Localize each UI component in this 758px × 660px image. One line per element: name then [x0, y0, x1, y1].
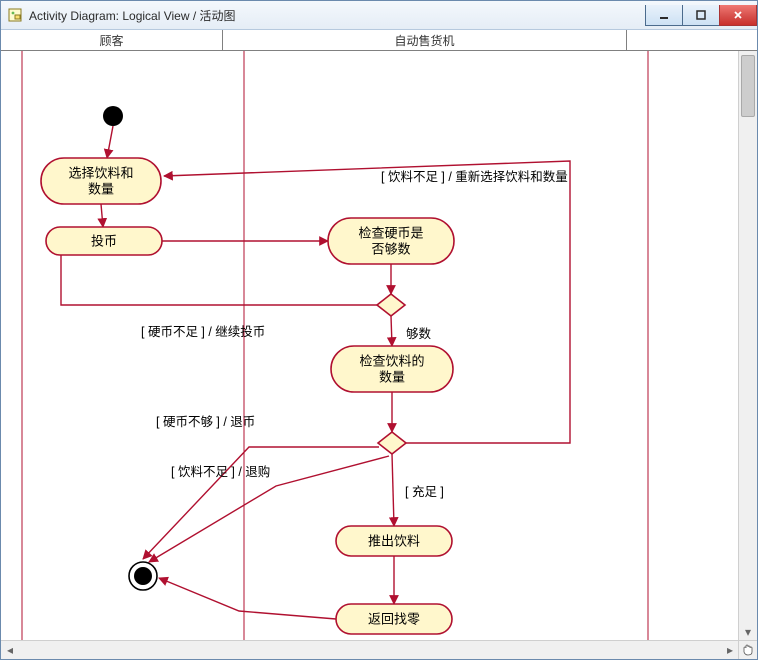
node-dispense: 推出饮料	[336, 526, 452, 556]
node-check_qty: 检查饮料的数量	[331, 346, 453, 392]
lane-header-right	[627, 30, 720, 50]
node-label-select-0: 选择饮料和	[68, 166, 133, 181]
lane-header-customer: 顾客	[1, 30, 223, 50]
edge-label-e_d1_back_insert: [ 硬币不足 ] / 继续投币	[141, 324, 265, 339]
window-title: Activity Diagram: Logical View / 活动图	[29, 7, 646, 24]
node-label-check_coin-0: 检查硬币是	[358, 226, 423, 241]
node-label-change-0: 返回找零	[368, 612, 420, 627]
node-label-insert-0: 投币	[91, 234, 117, 249]
edge-e_d1_checkqty	[391, 316, 392, 346]
vertical-scrollbar[interactable]: ▴ ▾	[738, 51, 757, 641]
edge-e_select_insert	[101, 204, 103, 227]
scroll-down-icon[interactable]: ▾	[739, 623, 757, 641]
node-select: 选择饮料和数量	[41, 158, 161, 204]
node-check_coin: 检查硬币是否够数	[328, 218, 454, 264]
node-start	[103, 106, 123, 126]
node-label-check_qty-1: 数量	[379, 370, 405, 385]
activity-diagram: [ 硬币不足 ] / 继续投币 够数 [ 饮料不足 ] / 重新选择饮料和数量 [ 硬…	[1, 51, 741, 659]
edge-label-e_d2_refund_coin: [ 硬币不够 ] / 退币	[156, 415, 255, 429]
close-button[interactable]	[719, 5, 757, 26]
app-window: Activity Diagram: Logical View / 活动图 顾客自…	[0, 0, 758, 660]
horizontal-scrollbar[interactable]: ◂ ▸	[1, 640, 739, 659]
node-label-check_coin-1: 否够数	[371, 242, 410, 257]
edge-e_d2_reselect	[164, 161, 570, 443]
node-d1	[377, 294, 405, 316]
scroll-right-icon[interactable]: ▸	[721, 641, 739, 659]
scroll-corner	[738, 640, 757, 659]
node-change: 返回找零	[336, 604, 452, 634]
window-buttons	[646, 5, 757, 25]
node-label-dispense-0: 推出饮料	[368, 534, 420, 549]
edge-e_start_select	[107, 126, 113, 158]
swimlane-header: 顾客自动售货机	[1, 30, 757, 51]
node-label-check_qty-0: 检查饮料的	[359, 354, 424, 369]
edge-label-e_d1_checkqty: 够数	[406, 326, 432, 341]
titlebar[interactable]: Activity Diagram: Logical View / 活动图	[1, 1, 757, 30]
hand-icon	[741, 643, 755, 657]
edge-label-e_d2_refund_buy: [ 饮料不足 ] / 退购	[171, 464, 270, 479]
diagram-canvas[interactable]: [ 硬币不足 ] / 继续投币 够数 [ 饮料不足 ] / 重新选择饮料和数量 [ 硬…	[1, 51, 757, 659]
node-d2	[378, 432, 406, 454]
app-icon	[7, 7, 23, 23]
maximize-button[interactable]	[682, 5, 720, 26]
edge-e_change_final	[159, 578, 336, 619]
node-label-select-1: 数量	[88, 182, 114, 197]
lane-header-machine: 自动售货机	[223, 30, 627, 50]
edge-label-e_d2_dispense: [ 充足 ]	[405, 484, 444, 499]
edge-label-e_d2_reselect: [ 饮料不足 ] / 重新选择饮料和数量	[381, 169, 568, 184]
minimize-button[interactable]	[645, 5, 683, 26]
scroll-left-icon[interactable]: ◂	[1, 641, 19, 659]
node-final	[129, 562, 157, 590]
edge-e_d2_dispense	[392, 454, 394, 526]
node-insert: 投币	[46, 227, 162, 255]
scroll-thumb[interactable]	[741, 55, 755, 117]
